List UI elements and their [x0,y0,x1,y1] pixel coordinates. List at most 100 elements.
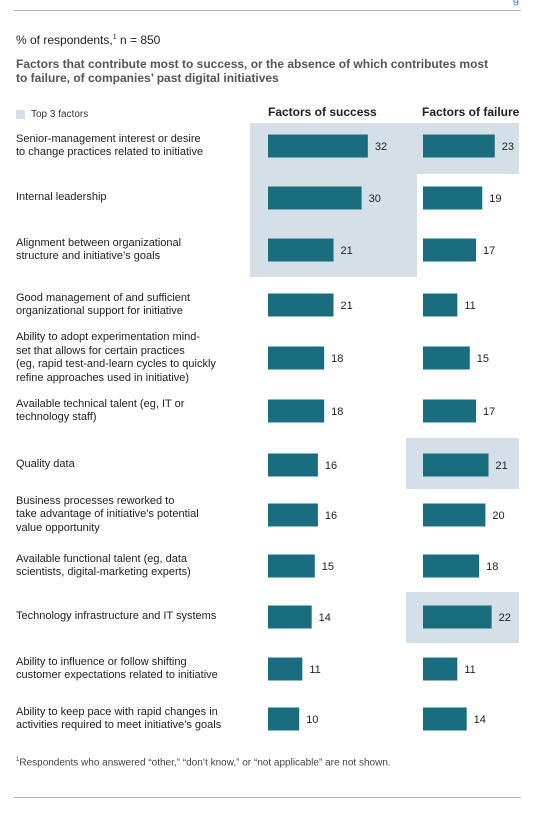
success-value-label: 32 [375,141,387,153]
success-bar [268,554,315,578]
row-label-line: set that allows for certain practices [16,344,185,357]
row-label: Technology infrastructure and IT systems [16,610,251,624]
row-label: Quality data [16,458,251,472]
row-label: Available technical talent (eg, IT or tec… [16,398,251,425]
success-value-label: 11 [309,664,320,676]
success-bar [268,346,325,370]
row-label-line: activities required to meet initiative’s… [16,719,222,731]
row-label-line: Alignment between organizational [16,236,182,249]
row-label-line: (eg, rapid test-and-learn cycles to quic… [16,358,216,370]
failure-value-label: 14 [474,714,486,726]
top-corner-mark: g [512,0,519,6]
row-label-line: Internal leadership [16,191,107,204]
success-value-label: 10 [306,714,318,726]
legend-swatch [16,110,25,119]
row-label: Available functional talent (eg, data sci… [16,553,251,580]
success-value-label: 15 [322,561,334,573]
chart-title: Factors that contribute most to success,… [16,57,489,85]
footnote: 1Respondents who answered “other,” “don’… [16,757,391,768]
row-label-line: value opportunity [16,521,100,534]
row-label-line: technology staff) [16,411,97,423]
row-label: Business processes reworked to take advan… [16,495,251,536]
success-bar [268,186,362,210]
failure-bar [423,503,486,527]
success-value-label: 21 [341,245,353,257]
row-label-line: organizational support for initiative [16,305,183,317]
row-label-line: customer expectations related to initiat… [16,669,218,681]
failure-value-label: 21 [496,460,508,472]
failure-value-label: 23 [502,141,514,153]
failure-bar [423,399,477,423]
success-value-label: 16 [325,510,337,522]
row-label-line: Senior-management interest or desire [16,132,201,145]
row-label: Alignment between organizational structur… [16,237,251,264]
top-rule [14,10,521,11]
respondents-prefix: % of respondents, [16,33,113,47]
row-label-line: Business processes reworked to [16,494,175,507]
footnote-text: Respondents who answered “other,” “don’t… [19,757,391,769]
row-label-line: structure and initiative’s goals [16,250,161,262]
failure-value-label: 19 [489,193,501,205]
respondents-suffix: n = 850 [116,33,161,47]
failure-bar [423,657,458,681]
success-value-label: 18 [331,353,343,365]
respondents-footnote-marker: 1 [112,34,117,41]
respondents-note: % of respondents,1 n = 850 [16,33,160,47]
success-value-label: 30 [369,193,381,205]
failure-value-label: 17 [483,245,495,257]
failure-value-label: 11 [464,664,475,676]
row-label: Ability to influence or follow shifting c… [16,656,251,683]
failure-bar [423,293,458,317]
failure-value-label: 11 [464,300,475,312]
failure-value-label: 17 [483,406,495,418]
failure-bar [423,707,467,731]
failure-bar [423,134,495,158]
row-label: Senior-management interest or desire to c… [16,133,251,160]
failure-value-label: 18 [486,561,498,573]
success-bar [268,605,312,629]
success-value-label: 14 [319,612,331,624]
column-header-failure: Factors of failure [422,105,520,119]
column-header-success: Factors of success [268,105,377,119]
row-label-line: Quality data [16,458,75,471]
failure-bar [423,238,477,262]
row-label-line: Available functional talent (eg, data [16,552,188,565]
failure-bar [423,453,489,477]
failure-bar [423,186,483,210]
success-value-label: 18 [331,406,343,418]
row-label-line: scientists, digital-marketing experts) [16,566,191,578]
row-label: Ability to adopt experimentation mind-se… [16,331,251,385]
row-label-line: Ability to keep pace with rapid changes … [16,705,218,718]
failure-value-label: 22 [499,612,511,624]
failure-bar [423,346,470,370]
bottom-rule [14,797,521,798]
row-label-line: Technology infrastructure and IT systems [16,610,217,623]
row-label-line: Available technical talent (eg, IT or [16,397,185,410]
row-label-line: to change practices related to initiativ… [16,146,204,158]
failure-bar [423,554,480,578]
success-bar [268,399,325,423]
success-bar [268,657,303,681]
row-label-line: Ability to influence or follow shifting [16,655,187,668]
failure-value-label: 20 [492,510,504,522]
row-label: Good management of and sufficient organiz… [16,292,251,319]
success-value-label: 16 [325,460,337,472]
success-bar [268,134,368,158]
success-bar [268,707,300,731]
success-bar [268,238,334,262]
success-value-label: 21 [341,300,353,312]
footnote-marker: 1 [16,757,20,763]
success-bar [268,293,334,317]
failure-value-label: 15 [477,353,489,365]
failure-bar [423,605,492,629]
legend-label: Top 3 factors [31,109,89,120]
row-label: Ability to keep pace with rapid changes … [16,706,251,733]
success-bar [268,453,318,477]
legend: Top 3 factors [16,109,88,120]
row-label-line: Good management of and sufficient [16,291,191,304]
row-label: Internal leadership [16,191,251,205]
success-bar [268,503,318,527]
row-label-line: Ability to adopt experimentation mind- [16,331,201,343]
row-label-line: take advantage of initiative’s potential [16,508,199,521]
